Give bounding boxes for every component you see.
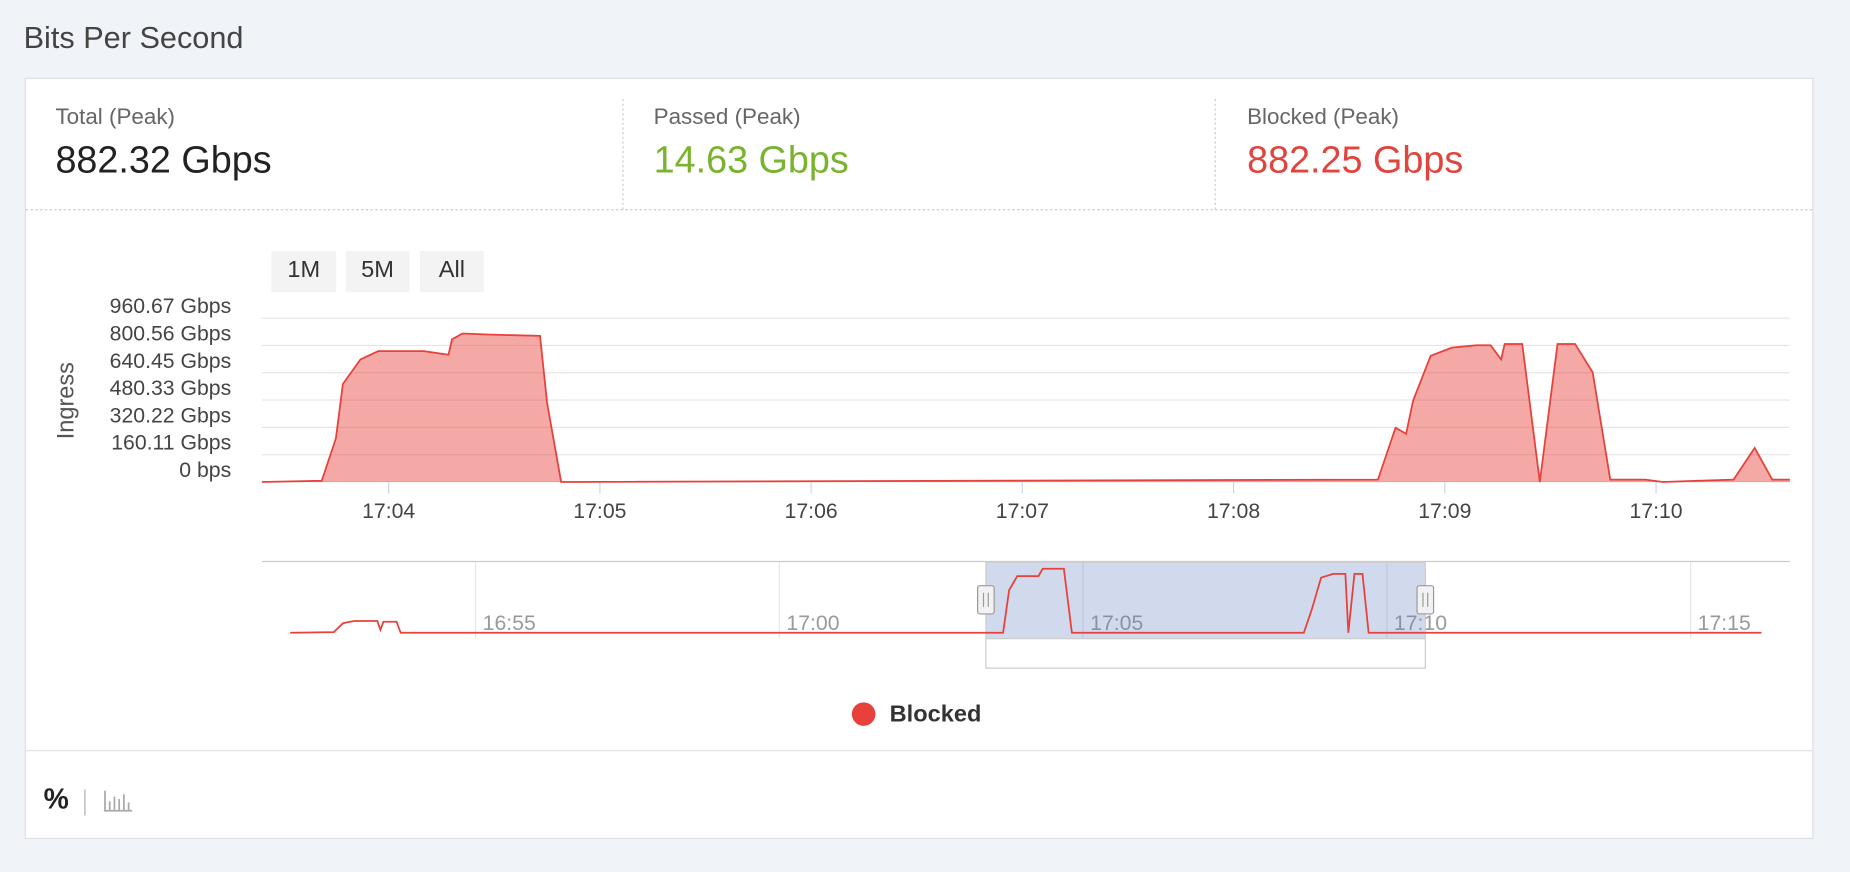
- line: [261, 332, 1790, 483]
- percent-toggle[interactable]: %: [44, 783, 69, 815]
- page-title: Bits Per Second: [24, 21, 244, 55]
- navigator-tick-label: 17:05: [1090, 612, 1143, 635]
- y-tick-label: 0 bps: [179, 459, 231, 482]
- y-tick-label: 320.22 Gbps: [110, 404, 232, 427]
- navigator-tick-label: 16:55: [483, 612, 536, 635]
- stat-value: 882.32 Gbps: [55, 139, 271, 181]
- scrollbar-outline: [985, 638, 1426, 669]
- y-tick-label: 480.33 Gbps: [110, 377, 232, 400]
- y-tick-label: 640.45 Gbps: [110, 350, 232, 373]
- range-button[interactable]: 5M: [345, 250, 410, 293]
- stat-label: Blocked (Peak): [1247, 104, 1399, 129]
- area: [261, 333, 1790, 482]
- range-button-label[interactable]: All: [439, 256, 465, 282]
- x-tick-label: 17:07: [996, 500, 1049, 523]
- legend-marker: [851, 702, 876, 726]
- x-tick-label: 17:10: [1629, 500, 1682, 523]
- navigator-handle[interactable]: [1416, 585, 1435, 615]
- x-tick-label: 17:06: [785, 500, 838, 523]
- panel: [24, 77, 1814, 840]
- navigator-tick-label: 17:00: [786, 612, 839, 635]
- range-button-label[interactable]: 5M: [361, 256, 394, 282]
- range-button-label[interactable]: 1M: [287, 256, 320, 282]
- navigator-tick-label: 17:10: [1394, 612, 1447, 635]
- navigator-line: [290, 567, 1762, 634]
- x-tick-label: 17:05: [573, 500, 626, 523]
- legend-label[interactable]: Blocked: [890, 701, 982, 727]
- x-tick-label: 17:09: [1418, 500, 1471, 523]
- stat-label: Passed (Peak): [654, 104, 801, 129]
- y-tick-label: 160.11 Gbps: [111, 432, 231, 455]
- y-tick-label: 800.56 Gbps: [110, 322, 232, 345]
- y-axis-label: Ingress: [52, 362, 78, 439]
- x-tick-label: 17:04: [362, 500, 415, 523]
- stat-value: 882.25 Gbps: [1247, 139, 1463, 181]
- y-tick-label: 960.67 Gbps: [110, 295, 232, 318]
- range-button[interactable]: 1M: [271, 250, 337, 293]
- bar-chart-icon[interactable]: [103, 790, 133, 812]
- navigator-tick-label: 17:15: [1698, 612, 1751, 635]
- x-tick-label: 17:08: [1207, 500, 1260, 523]
- stat-label: Total (Peak): [55, 104, 175, 129]
- navigator-handle[interactable]: [977, 585, 995, 615]
- range-button[interactable]: All: [420, 250, 484, 293]
- stat-value: 14.63 Gbps: [654, 139, 849, 181]
